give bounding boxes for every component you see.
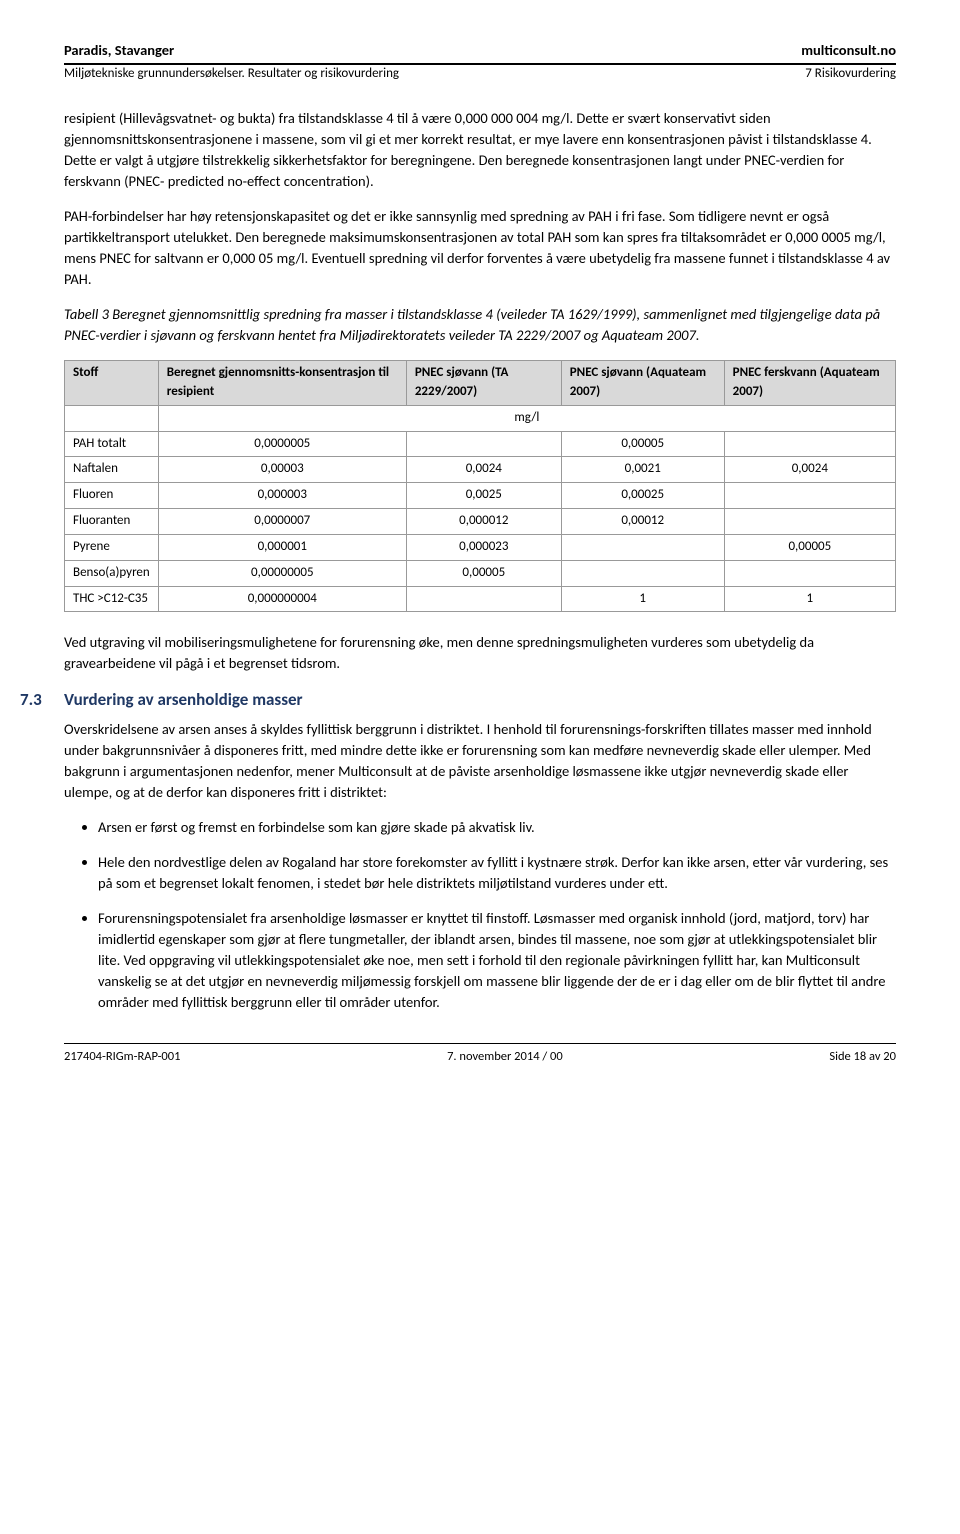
bullet-3: Forurensningspotensialet fra arsenholdig… — [98, 908, 896, 1013]
th-pnec-sjovann-aq: PNEC sjøvann (Aquateam 2007) — [561, 361, 724, 406]
header-left-sub: Miljøtekniske grunnundersøkelser. Result… — [64, 65, 399, 84]
table-cell: 0,000001 — [158, 534, 406, 560]
table-cell — [406, 431, 561, 457]
table-cell: 0,000000004 — [158, 586, 406, 612]
section-number: 7.3 — [20, 688, 46, 713]
table-cell: Naftalen — [65, 457, 159, 483]
table-caption: Tabell 3 Beregnet gjennomsnittlig spredn… — [64, 304, 896, 346]
table-row: Benso(a)pyren0,000000050,00005 — [65, 560, 896, 586]
table-row: Naftalen0,000030,00240,00210,0024 — [65, 457, 896, 483]
table-cell: 0,00025 — [561, 483, 724, 509]
table-cell: 0,000023 — [406, 534, 561, 560]
footer-center: 7. november 2014 / 00 — [447, 1048, 563, 1066]
table-cell: Pyrene — [65, 534, 159, 560]
table-cell: THC >C12-C35 — [65, 586, 159, 612]
table-row: Fluoranten0,00000070,0000120,00012 — [65, 509, 896, 535]
paragraph-4: Ved utgraving vil mobiliseringsmulighete… — [64, 632, 896, 674]
table-cell: 0,00003 — [158, 457, 406, 483]
table-cell: 0,0000007 — [158, 509, 406, 535]
table-cell: 0,00005 — [724, 534, 895, 560]
table-unit-row: mg/l — [65, 405, 896, 431]
header-right-sub: 7 Risikovurdering — [805, 65, 896, 84]
bullet-1: Arsen er først og fremst en forbindelse … — [98, 817, 896, 838]
table-cell: 1 — [561, 586, 724, 612]
table-cell: Fluoranten — [65, 509, 159, 535]
table-row: Pyrene0,0000010,000023 0,00005 — [65, 534, 896, 560]
table-cell — [561, 534, 724, 560]
table-cell — [724, 431, 895, 457]
table-cell: 0,00005 — [406, 560, 561, 586]
paragraph-1: resipient (Hillevågsvatnet- og bukta) fr… — [64, 108, 896, 192]
pnec-table: Stoff Beregnet gjennomsnitts-konsentrasj… — [64, 360, 896, 612]
table-cell: 0,000003 — [158, 483, 406, 509]
section-title: Vurdering av arsenholdige masser — [64, 688, 303, 713]
table-cell — [724, 509, 895, 535]
table-cell: 0,0024 — [406, 457, 561, 483]
th-stoff: Stoff — [65, 361, 159, 406]
table-cell: 0,0025 — [406, 483, 561, 509]
table-cell: 0,00012 — [561, 509, 724, 535]
table-cell: 1 — [724, 586, 895, 612]
table-cell — [406, 586, 561, 612]
table-cell: 0,0000005 — [158, 431, 406, 457]
unit-cell: mg/l — [158, 405, 895, 431]
table-row: THC >C12-C350,000000004 11 — [65, 586, 896, 612]
table-cell: 0,00005 — [561, 431, 724, 457]
table-cell: 0,000012 — [406, 509, 561, 535]
table-cell: 0,00000005 — [158, 560, 406, 586]
paragraph-2: PAH-forbindelser har høy retensjonskapas… — [64, 206, 896, 290]
table-cell: 0,0024 — [724, 457, 895, 483]
bullet-2: Hele den nordvestlige delen av Rogaland … — [98, 852, 896, 894]
footer-left: 217404-RIGm-RAP-001 — [64, 1048, 180, 1066]
th-pnec-ferskvann: PNEC ferskvann (Aquateam 2007) — [724, 361, 895, 406]
table-cell: Fluoren — [65, 483, 159, 509]
th-beregnet: Beregnet gjennomsnitts-konsentrasjon til… — [158, 361, 406, 406]
footer-right: Side 18 av 20 — [829, 1048, 896, 1066]
table-cell: Benso(a)pyren — [65, 560, 159, 586]
table-cell — [561, 560, 724, 586]
table-row: PAH totalt0,0000005 0,00005 — [65, 431, 896, 457]
paragraph-5: Overskridelsene av arsen anses å skyldes… — [64, 719, 896, 803]
th-pnec-sjovann-ta: PNEC sjøvann (TA 2229/2007) — [406, 361, 561, 406]
table-cell — [724, 483, 895, 509]
bullet-list: Arsen er først og fremst en forbindelse … — [98, 817, 896, 1013]
table-row: Fluoren0,0000030,00250,00025 — [65, 483, 896, 509]
header-right-title: multiconsult.no — [801, 40, 896, 61]
header-left-title: Paradis, Stavanger — [64, 40, 174, 61]
table-cell: 0,0021 — [561, 457, 724, 483]
table-cell — [724, 560, 895, 586]
table-cell: PAH totalt — [65, 431, 159, 457]
